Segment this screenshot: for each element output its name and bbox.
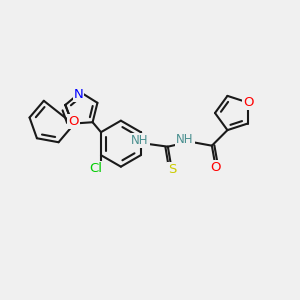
- Text: S: S: [168, 163, 176, 176]
- Text: O: O: [243, 96, 254, 109]
- Text: Cl: Cl: [89, 162, 103, 175]
- Text: N: N: [74, 88, 83, 101]
- Text: O: O: [68, 115, 79, 128]
- Text: NH: NH: [131, 134, 148, 147]
- Text: O: O: [210, 161, 220, 174]
- Text: NH: NH: [176, 133, 194, 146]
